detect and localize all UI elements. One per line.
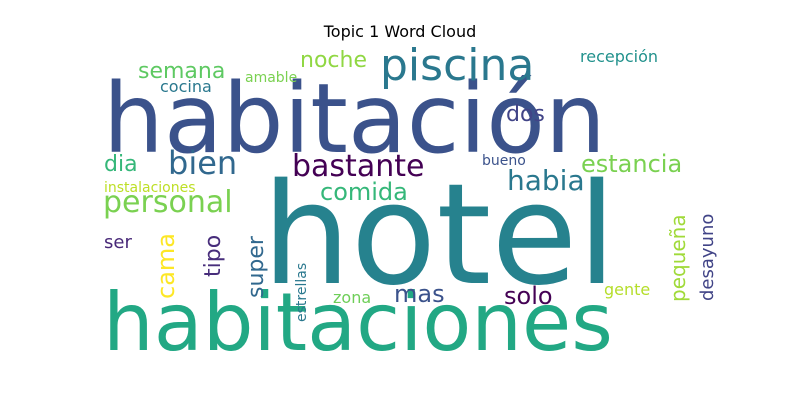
word-habitaciones: habitaciones bbox=[103, 276, 613, 369]
word-solo: solo bbox=[504, 282, 553, 310]
word-estrellas: estrellas bbox=[294, 263, 310, 322]
word-comida: comida bbox=[320, 178, 408, 206]
word-instalaciones: instalaciones bbox=[104, 180, 196, 196]
word-semana: semana bbox=[138, 59, 225, 84]
word-pequena: pequeña bbox=[666, 214, 690, 302]
word-amable: amable bbox=[245, 70, 297, 86]
word-personal: personal bbox=[103, 185, 233, 220]
word-dia: dia bbox=[104, 152, 138, 177]
word-hotel: hotel bbox=[262, 154, 616, 317]
word-bastante: bastante bbox=[292, 149, 424, 184]
word-cama: cama bbox=[152, 233, 180, 299]
word-recepcion: recepción bbox=[580, 47, 658, 66]
word-tipo: tipo bbox=[201, 235, 226, 277]
word-zona: zona bbox=[333, 288, 371, 307]
word-mas: mas bbox=[394, 280, 445, 308]
word-dos: dos bbox=[506, 102, 545, 127]
word-ser: ser bbox=[104, 232, 132, 253]
word-bueno: bueno bbox=[482, 153, 526, 169]
word-habitacion: habitación bbox=[103, 63, 606, 175]
word-noche: noche bbox=[300, 48, 367, 73]
word-bien: bien bbox=[168, 144, 237, 182]
word-habia: habia bbox=[507, 164, 585, 197]
word-cocina: cocina bbox=[160, 77, 212, 96]
word-estancia: estancia bbox=[581, 150, 682, 178]
word-gente: gente bbox=[604, 280, 650, 299]
word-piscina: piscina bbox=[380, 40, 534, 91]
word-super: super bbox=[244, 235, 269, 298]
word-desayuno: desayuno bbox=[697, 214, 718, 301]
chart-title: Topic 1 Word Cloud bbox=[323, 22, 477, 41]
